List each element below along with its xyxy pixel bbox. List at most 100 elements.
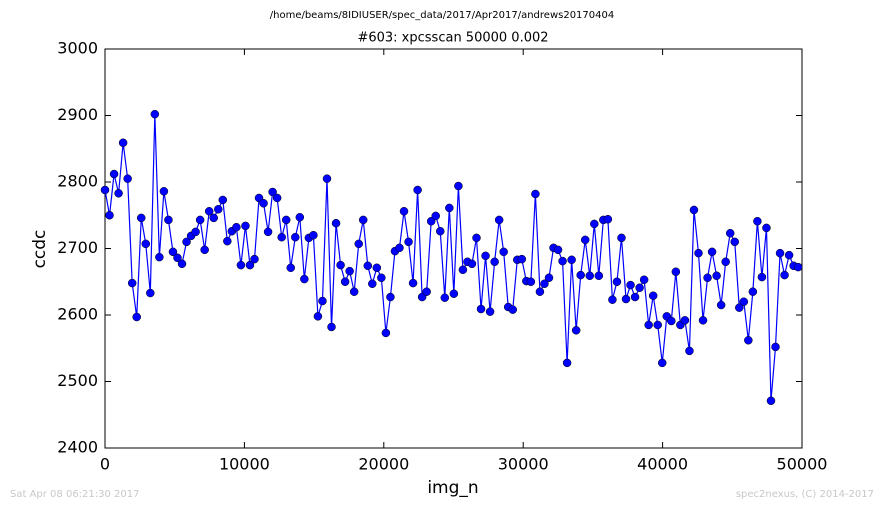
- data-point: [331, 218, 341, 228]
- data-point: [775, 248, 785, 258]
- data-point: [639, 275, 649, 285]
- data-point: [200, 245, 209, 255]
- data-point: [327, 322, 336, 332]
- data-point: [404, 237, 413, 247]
- data-point: [377, 273, 386, 283]
- data-point: [494, 215, 504, 225]
- data-point: [712, 271, 721, 281]
- data-point: [635, 283, 644, 292]
- data-point: [458, 265, 468, 275]
- data-point: [757, 272, 767, 282]
- data-point: [644, 320, 653, 330]
- data-point: [680, 316, 690, 325]
- x-axis-label: img_n: [427, 478, 478, 498]
- x-tick-label: 20000: [358, 455, 409, 474]
- data-point: [707, 247, 717, 257]
- data-point: [105, 211, 114, 220]
- data-point: [562, 358, 572, 368]
- data-point: [721, 257, 730, 267]
- data-point: [594, 271, 604, 281]
- data-point: [449, 289, 459, 298]
- data-point: [671, 267, 681, 277]
- data-point: [354, 239, 363, 249]
- data-point: [245, 260, 255, 270]
- data-point: [436, 226, 445, 236]
- y-axis-label: ccdc: [30, 230, 50, 269]
- data-point: [431, 211, 440, 221]
- data-point: [150, 109, 160, 119]
- data-point: [667, 316, 676, 326]
- data-point: [100, 185, 110, 195]
- data-point: [318, 296, 327, 306]
- data-point: [204, 207, 214, 216]
- data-point: [793, 262, 803, 272]
- data-point: [168, 247, 178, 257]
- data-point: [485, 307, 495, 316]
- data-point: [408, 278, 418, 288]
- file-path: /home/beams/8IDIUSER/spec_data/2017/Apr2…: [270, 10, 614, 21]
- data-point: [259, 199, 268, 208]
- data-point: [585, 271, 595, 281]
- data-point: [114, 189, 123, 198]
- data-point: [526, 277, 536, 286]
- data-point: [363, 261, 373, 271]
- data-point: [132, 312, 141, 322]
- data-point: [164, 215, 173, 225]
- data-point: [277, 232, 286, 242]
- data-line: [104, 114, 799, 401]
- data-point: [626, 280, 635, 290]
- data-point: [209, 213, 218, 223]
- data-point: [476, 304, 486, 314]
- x-tick-label: 0: [100, 455, 110, 474]
- data-point: [467, 259, 477, 269]
- data-point: [580, 235, 590, 245]
- data-point: [762, 223, 771, 233]
- data-point: [422, 287, 431, 296]
- data-point: [232, 222, 241, 232]
- data-point: [155, 252, 164, 262]
- data-point: [191, 227, 200, 237]
- data-point: [621, 294, 631, 304]
- data-point: [118, 138, 128, 148]
- data-point: [535, 287, 545, 296]
- data-point: [558, 256, 567, 266]
- y-tick-label: 2900: [57, 105, 98, 124]
- data-point: [123, 174, 132, 183]
- data-point: [617, 233, 626, 243]
- data-point: [481, 251, 490, 261]
- data-point: [694, 248, 703, 258]
- data-point: [182, 237, 191, 247]
- data-point: [214, 205, 223, 214]
- data-point: [553, 245, 563, 255]
- data-point: [413, 185, 422, 195]
- data-point: [567, 255, 576, 265]
- y-tick-label: 2800: [57, 172, 98, 191]
- data-point: [358, 215, 368, 225]
- data-point: [608, 295, 617, 304]
- data-point: [454, 181, 463, 191]
- data-point: [698, 316, 708, 325]
- data-point: [345, 266, 354, 276]
- data-point: [177, 259, 187, 269]
- data-point: [281, 215, 291, 225]
- data-point: [386, 292, 395, 302]
- data-point: [508, 305, 517, 314]
- data-point: [784, 250, 794, 260]
- y-tick-label: 3000: [57, 39, 98, 58]
- data-point: [250, 254, 259, 264]
- data-point: [590, 219, 599, 229]
- data-point: [544, 273, 554, 283]
- x-tick-label: 50000: [777, 455, 828, 474]
- data-point: [272, 193, 282, 203]
- data-point: [309, 230, 318, 240]
- timestamp: Sat Apr 08 06:21:30 2017: [10, 489, 140, 500]
- data-point: [295, 212, 305, 222]
- data-point: [349, 287, 359, 296]
- credit: spec2nexus, (C) 2014-2017: [736, 489, 874, 500]
- data-point: [730, 237, 739, 247]
- data-point: [195, 215, 205, 225]
- data-point: [612, 277, 622, 286]
- data-point: [313, 312, 323, 321]
- data-point: [490, 257, 499, 267]
